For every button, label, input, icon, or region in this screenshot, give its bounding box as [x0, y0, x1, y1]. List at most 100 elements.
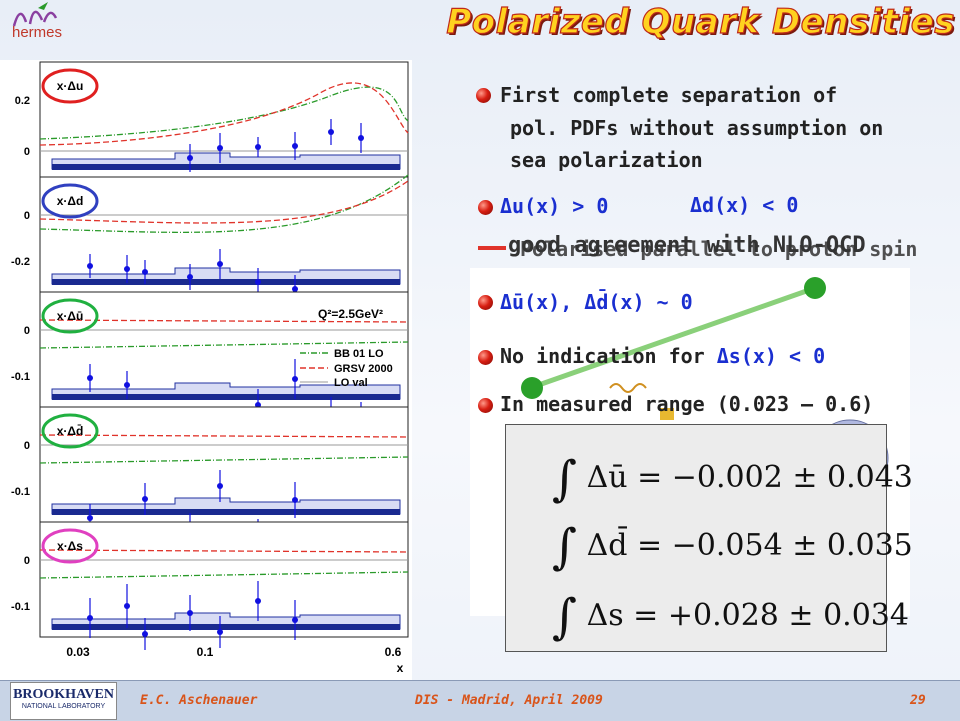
- strange-bullet: No indication for Δs(x) < 0: [500, 344, 825, 368]
- systematic-band-bar: [52, 279, 400, 285]
- data-point: [142, 496, 148, 502]
- legend-bb01: BB 01 LO: [334, 348, 384, 360]
- data-point: [187, 274, 193, 280]
- x-tick-003: 0.03: [66, 645, 90, 659]
- panel-tick: -0.2: [11, 256, 30, 268]
- integral-s-rhs: = +0.028 ± 0.034: [633, 598, 909, 633]
- panel-tick: 0: [24, 440, 30, 452]
- panel-label: x·Δd̄: [57, 424, 84, 438]
- sea-quarks-bullet: Δū(x), Δd̄(x) ~ 0: [500, 290, 693, 314]
- integral-u-lhs: Δū: [586, 460, 628, 495]
- integral-d-lhs: Δd̄: [586, 528, 628, 563]
- systematic-band-bar: [52, 394, 400, 400]
- data-point: [328, 129, 334, 135]
- bullet-icon: [478, 200, 493, 215]
- bullet-separation-line3: sea polarization: [510, 148, 703, 172]
- bnl-logo: BROOKHAVEN NATIONAL LABORATORY: [10, 682, 117, 720]
- data-point: [292, 143, 298, 149]
- overlay-text-polarised: Polarised parallel to proton spin: [520, 237, 918, 261]
- label-ring-icon: [41, 183, 99, 219]
- grsv-curve: [39, 180, 409, 224]
- integral-d: ∫ Δd̄ = −0.054 ± 0.035: [552, 511, 913, 575]
- sea-quarks-text: Δū(x), Δd̄(x) ~ 0: [500, 290, 693, 314]
- slide-title: Polarized Quark Densities: [446, 1, 955, 42]
- bullet-icon: [476, 88, 491, 103]
- bb01-curve: [39, 571, 409, 579]
- arrow-icon: [478, 246, 506, 250]
- bb01-curve: [39, 456, 409, 464]
- integrals-box: ∫ Δū = −0.002 ± 0.043 ∫ Δd̄ = −0.054 ± 0…: [505, 424, 913, 652]
- data-point: [217, 261, 223, 267]
- panel-tick: 0: [24, 555, 30, 567]
- data-point: [255, 144, 261, 150]
- bb01-curve: [39, 341, 409, 349]
- data-point: [255, 598, 261, 604]
- panel-tick: -0.1: [11, 371, 30, 383]
- panel-tick: -0.1: [11, 486, 30, 498]
- label-ring-icon: [41, 68, 99, 104]
- data-point: [292, 376, 298, 382]
- label-ring-icon: [41, 528, 99, 564]
- footer-page-number: 29: [910, 693, 926, 708]
- data-point: [292, 617, 298, 623]
- data-point: [217, 483, 223, 489]
- bullet-icon: [478, 295, 493, 310]
- panel-tick: 0: [24, 146, 30, 158]
- panel-label: x·Δs: [57, 539, 83, 553]
- x-tick-06: 0.6: [385, 645, 402, 659]
- footer-conference: DIS - Madrid, April 2009: [415, 693, 603, 708]
- x-axis-label: x: [397, 661, 404, 675]
- data-point: [87, 615, 93, 621]
- data-point: [87, 375, 93, 381]
- data-point: [187, 155, 193, 161]
- panel-tick: 0: [24, 325, 30, 337]
- strange-text: No indication for: [500, 344, 717, 368]
- bullet-icon: [478, 350, 493, 365]
- grsv-curve: [39, 319, 409, 323]
- integral-s: ∫ Δs = +0.028 ± 0.034: [552, 581, 909, 645]
- grsv-curve: [39, 434, 409, 438]
- data-point: [142, 631, 148, 637]
- du-positive: Δu(x) > 0: [500, 194, 609, 218]
- data-point: [217, 629, 223, 635]
- hermes-logo-label: hermes: [12, 24, 63, 41]
- data-point: [292, 497, 298, 503]
- grsv-curve: [39, 549, 409, 553]
- data-point: [255, 279, 261, 285]
- x-tick-01: 0.1: [197, 645, 214, 659]
- bb01-curve: [39, 86, 409, 140]
- bullet-separation-line2: pol. PDFs without assumption on: [510, 116, 884, 140]
- data-point: [87, 263, 93, 269]
- legend-grsv: GRSV 2000: [334, 363, 393, 375]
- integral-u-rhs: = −0.002 ± 0.043: [637, 460, 913, 495]
- data-point: [124, 266, 130, 272]
- integral-s-lhs: Δs: [586, 598, 624, 633]
- panel-label: x·Δd: [57, 194, 84, 208]
- measured-range: In measured range (0.023 – 0.6): [500, 392, 874, 416]
- bullet-icon: [478, 398, 493, 413]
- data-point: [124, 382, 130, 388]
- integral-sign-icon: ∫: [552, 519, 578, 575]
- panel-tick: 0: [24, 210, 30, 222]
- bb01-curve: [39, 174, 409, 233]
- integral-d-rhs: = −0.054 ± 0.035: [636, 528, 913, 563]
- data-point: [124, 603, 130, 609]
- dd-negative: Δd(x) < 0: [690, 193, 799, 217]
- systematic-band-bar: [52, 164, 400, 170]
- systematic-band-bar: [52, 624, 400, 630]
- footer-bar: [0, 680, 960, 721]
- label-ring-icon: [41, 298, 99, 334]
- footer-author: E.C. Aschenauer: [140, 693, 258, 708]
- data-point: [292, 286, 298, 292]
- integral-sign-icon: ∫: [552, 451, 578, 507]
- q2-label: Q²=2.5GeV²: [318, 307, 383, 321]
- panel-tick: 0.2: [15, 95, 30, 107]
- panel-label: x·Δu: [57, 79, 84, 93]
- panel-tick: -0.1: [11, 601, 30, 613]
- strange-value: Δs(x) < 0: [716, 344, 826, 368]
- data-point: [217, 145, 223, 151]
- bnl-logo-line2: NATIONAL LABORATORY: [21, 703, 106, 710]
- integral-u: ∫ Δū = −0.002 ± 0.043: [552, 443, 913, 507]
- overlay-text-agreement: good agreement with NLO-QCD: [508, 233, 866, 258]
- label-ring-icon: [41, 413, 99, 449]
